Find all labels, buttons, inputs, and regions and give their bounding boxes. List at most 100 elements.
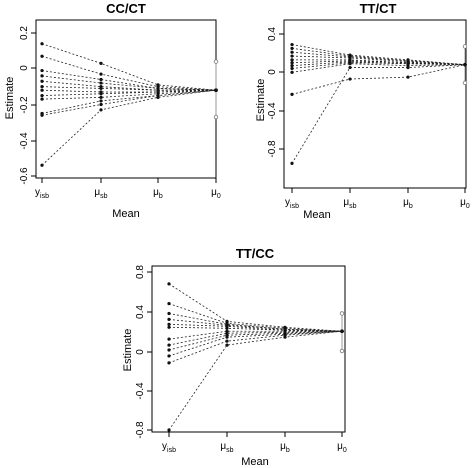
- series-line: [168, 330, 343, 346]
- panel-title: TT/CC: [236, 246, 275, 261]
- series-line: [168, 330, 343, 357]
- series: [40, 42, 218, 92]
- data-point: [406, 75, 410, 79]
- data-point: [156, 95, 160, 99]
- series-line: [291, 62, 466, 69]
- data-point: [290, 61, 294, 65]
- y-tick-label: -0.4: [267, 102, 278, 120]
- data-point: [40, 163, 44, 167]
- x-axis-title: Mean: [112, 208, 140, 220]
- series-line: [168, 326, 343, 332]
- series-line: [41, 89, 217, 114]
- series-line: [41, 75, 217, 91]
- y-axis-title: Estimate: [4, 77, 16, 120]
- series-line: [168, 283, 343, 332]
- series: [167, 311, 344, 333]
- data-point: [167, 282, 171, 286]
- series-line: [168, 319, 343, 332]
- data-point: [290, 64, 294, 68]
- series-line: [168, 330, 343, 351]
- panel-title: TT/CT: [360, 1, 397, 16]
- data-point: [225, 343, 229, 347]
- interval-lower-point: [339, 348, 345, 354]
- panel-cc-ct: CC/CT Mean Estimate 0.2 0 -0.2 -0.4 -0.6 yisb…: [4, 1, 221, 220]
- series-line: [41, 70, 217, 91]
- data-point: [348, 77, 352, 81]
- data-point: [99, 86, 103, 91]
- series-line: [168, 303, 343, 332]
- y-tick-label: 0.4: [267, 27, 278, 41]
- plot-frame: [35, 19, 217, 179]
- data-point: [40, 85, 44, 89]
- data-point: [225, 326, 229, 330]
- data-point: [348, 65, 352, 70]
- series-line: [41, 43, 217, 91]
- y-tick-label: 0: [135, 349, 146, 355]
- data-point: [99, 102, 103, 107]
- panel-tt-cc: TT/CC Mean Estimate 0.8 0.4 0 -0.4 -0.8 yisb μ…: [122, 246, 347, 468]
- data-point: [283, 335, 287, 339]
- data-point: [40, 97, 44, 101]
- y-tick-label: -0.8: [135, 421, 146, 439]
- data-point: [99, 95, 103, 99]
- data-point: [99, 77, 103, 82]
- data-point: [225, 339, 229, 343]
- data-point: [225, 335, 229, 339]
- data-point: [99, 92, 103, 96]
- x-tick-label: yisb: [35, 187, 49, 200]
- x-tick-label: μsb: [220, 441, 233, 454]
- data-point: [167, 361, 171, 365]
- data-point: [99, 72, 103, 76]
- x-tick-label: μsb: [343, 197, 356, 210]
- y-axis-title: Estimate: [122, 329, 134, 372]
- interval-estimate-point: [463, 62, 467, 67]
- interval-estimate-point: [340, 329, 344, 334]
- x-tick-label: μb: [153, 187, 163, 200]
- data-point: [290, 46, 294, 50]
- data-point: [290, 42, 294, 47]
- series: [290, 63, 467, 96]
- data-point: [40, 68, 44, 73]
- y-tick-label: -0.4: [19, 132, 30, 150]
- x-tick-label: yisb: [285, 197, 299, 210]
- data-point: [167, 302, 171, 306]
- interval: [462, 44, 468, 86]
- series-line: [168, 330, 343, 431]
- y-tick-label: 0: [267, 69, 278, 75]
- y-tick-label: -0.8: [267, 140, 278, 158]
- interval-lower-point: [213, 114, 219, 120]
- panel-title: CC/CT: [106, 1, 146, 16]
- series-line: [291, 60, 466, 66]
- data-point: [40, 42, 44, 46]
- series-line: [291, 63, 466, 73]
- series-line: [41, 80, 216, 91]
- series-line: [291, 64, 466, 95]
- data-point: [406, 65, 410, 70]
- interval-upper-point: [213, 59, 219, 64]
- series: [167, 329, 344, 347]
- x-axis-title: Mean: [241, 456, 269, 468]
- series-line: [291, 44, 466, 66]
- data-point: [290, 58, 294, 62]
- series-line: [41, 86, 216, 91]
- data-point: [290, 54, 294, 58]
- panel-tt-ct: TT/CT Mean Estimate 0.4 0 -0.4 -0.8 yisb μsb μ…: [255, 1, 470, 221]
- interval-lower-point: [462, 80, 468, 86]
- data-point: [99, 81, 103, 85]
- x-axis-title: Mean: [303, 209, 331, 221]
- data-point: [40, 79, 44, 83]
- x-tick-label: μ0: [337, 441, 347, 454]
- series-line: [168, 330, 342, 340]
- data-point: [40, 74, 44, 78]
- y-tick-label: 0.2: [19, 26, 30, 40]
- series: [40, 54, 218, 92]
- x-tick-label: μb: [403, 197, 413, 210]
- series-line: [168, 313, 343, 332]
- data-point: [348, 62, 352, 66]
- series-line: [41, 89, 217, 166]
- x-tick-label: yisb: [162, 441, 176, 454]
- series-line: [41, 55, 217, 91]
- y-tick-label: -0.2: [19, 96, 30, 114]
- data-point: [167, 354, 171, 358]
